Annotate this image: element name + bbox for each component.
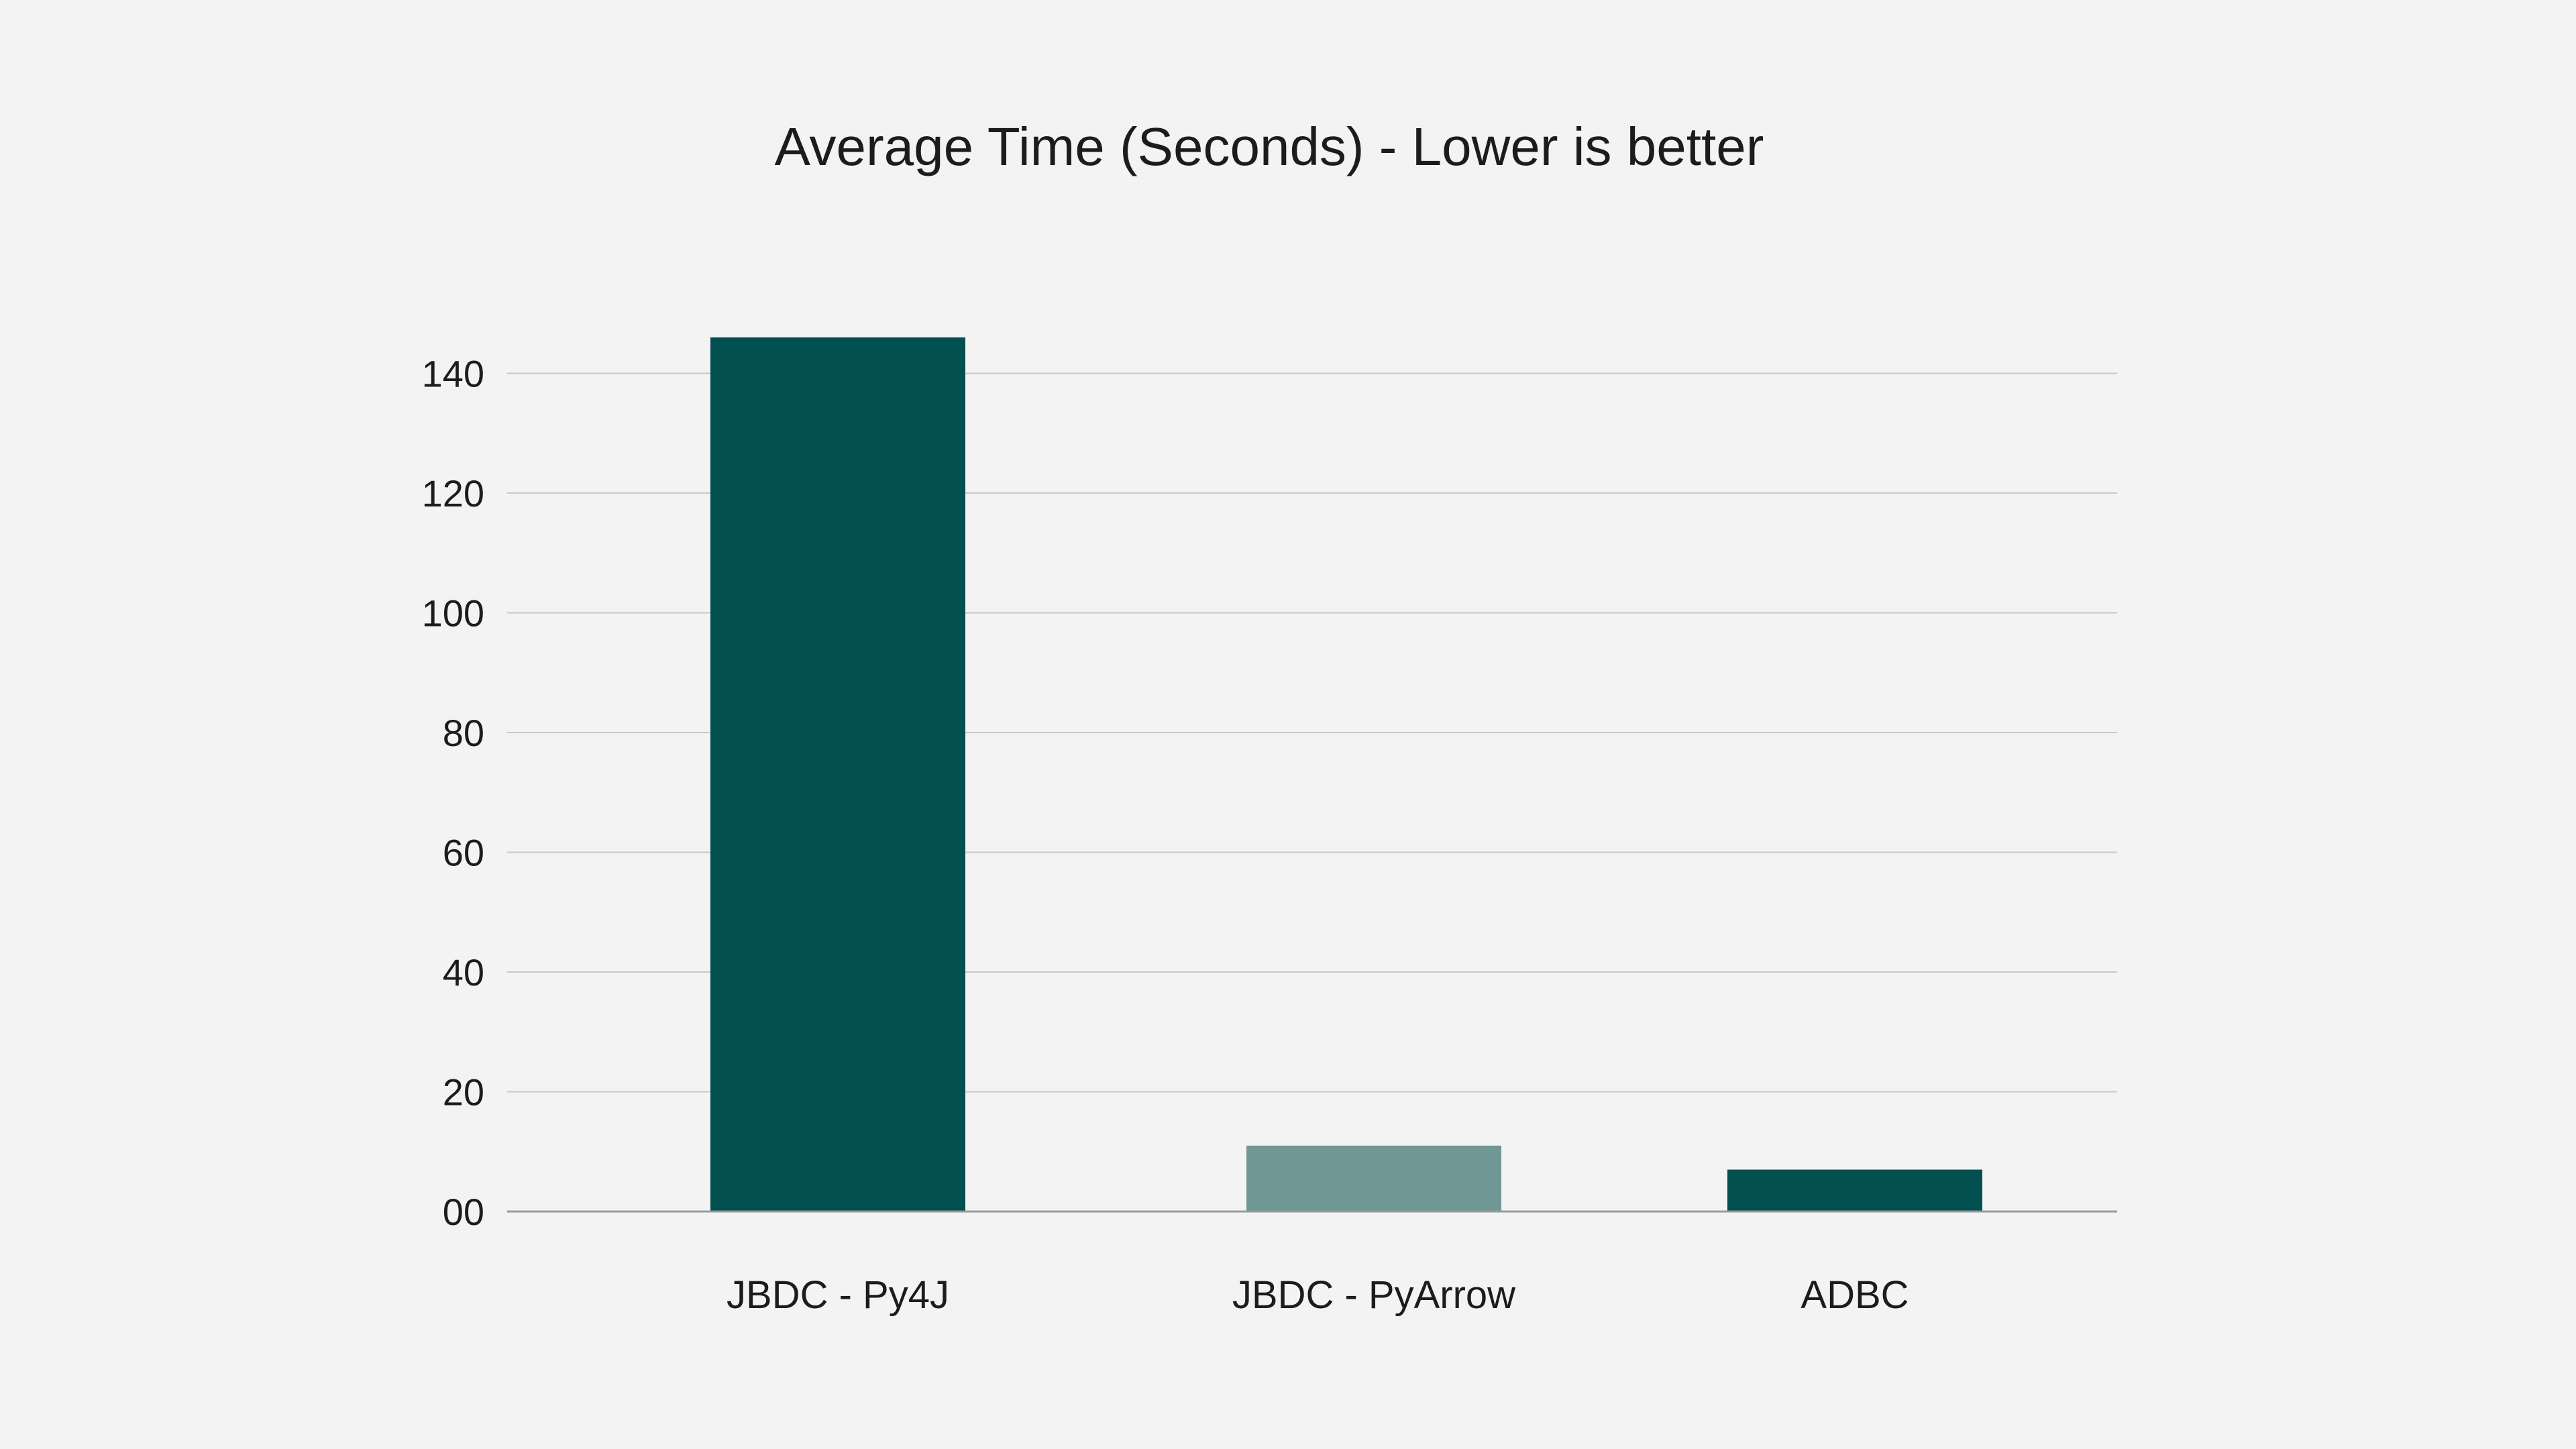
y-tick-label: 120 (422, 472, 484, 515)
y-tick-label: 140 (422, 353, 484, 395)
labels: 00 20 40 60 80 100 120 140 JBDC - Py4J JBDC - PyA… (422, 353, 1909, 1317)
x-category-label: ADBC (1801, 1273, 1909, 1317)
bar (1727, 1169, 1982, 1212)
x-category-label: JBDC - Py4J (727, 1273, 949, 1317)
bar (710, 337, 965, 1212)
y-tick-label: 20 (443, 1071, 484, 1114)
y-tick-label: 80 (443, 712, 484, 754)
bar (1246, 1145, 1501, 1212)
y-tick-label: 60 (443, 832, 484, 874)
chart-title: Average Time (Seconds) - Lower is better (775, 117, 1764, 176)
bars (710, 337, 1982, 1212)
y-tick-label: 40 (443, 951, 484, 994)
y-tick-label: 100 (422, 592, 484, 635)
y-tick-label: 00 (443, 1191, 484, 1233)
x-category-label: JBDC - PyArrow (1232, 1273, 1516, 1317)
